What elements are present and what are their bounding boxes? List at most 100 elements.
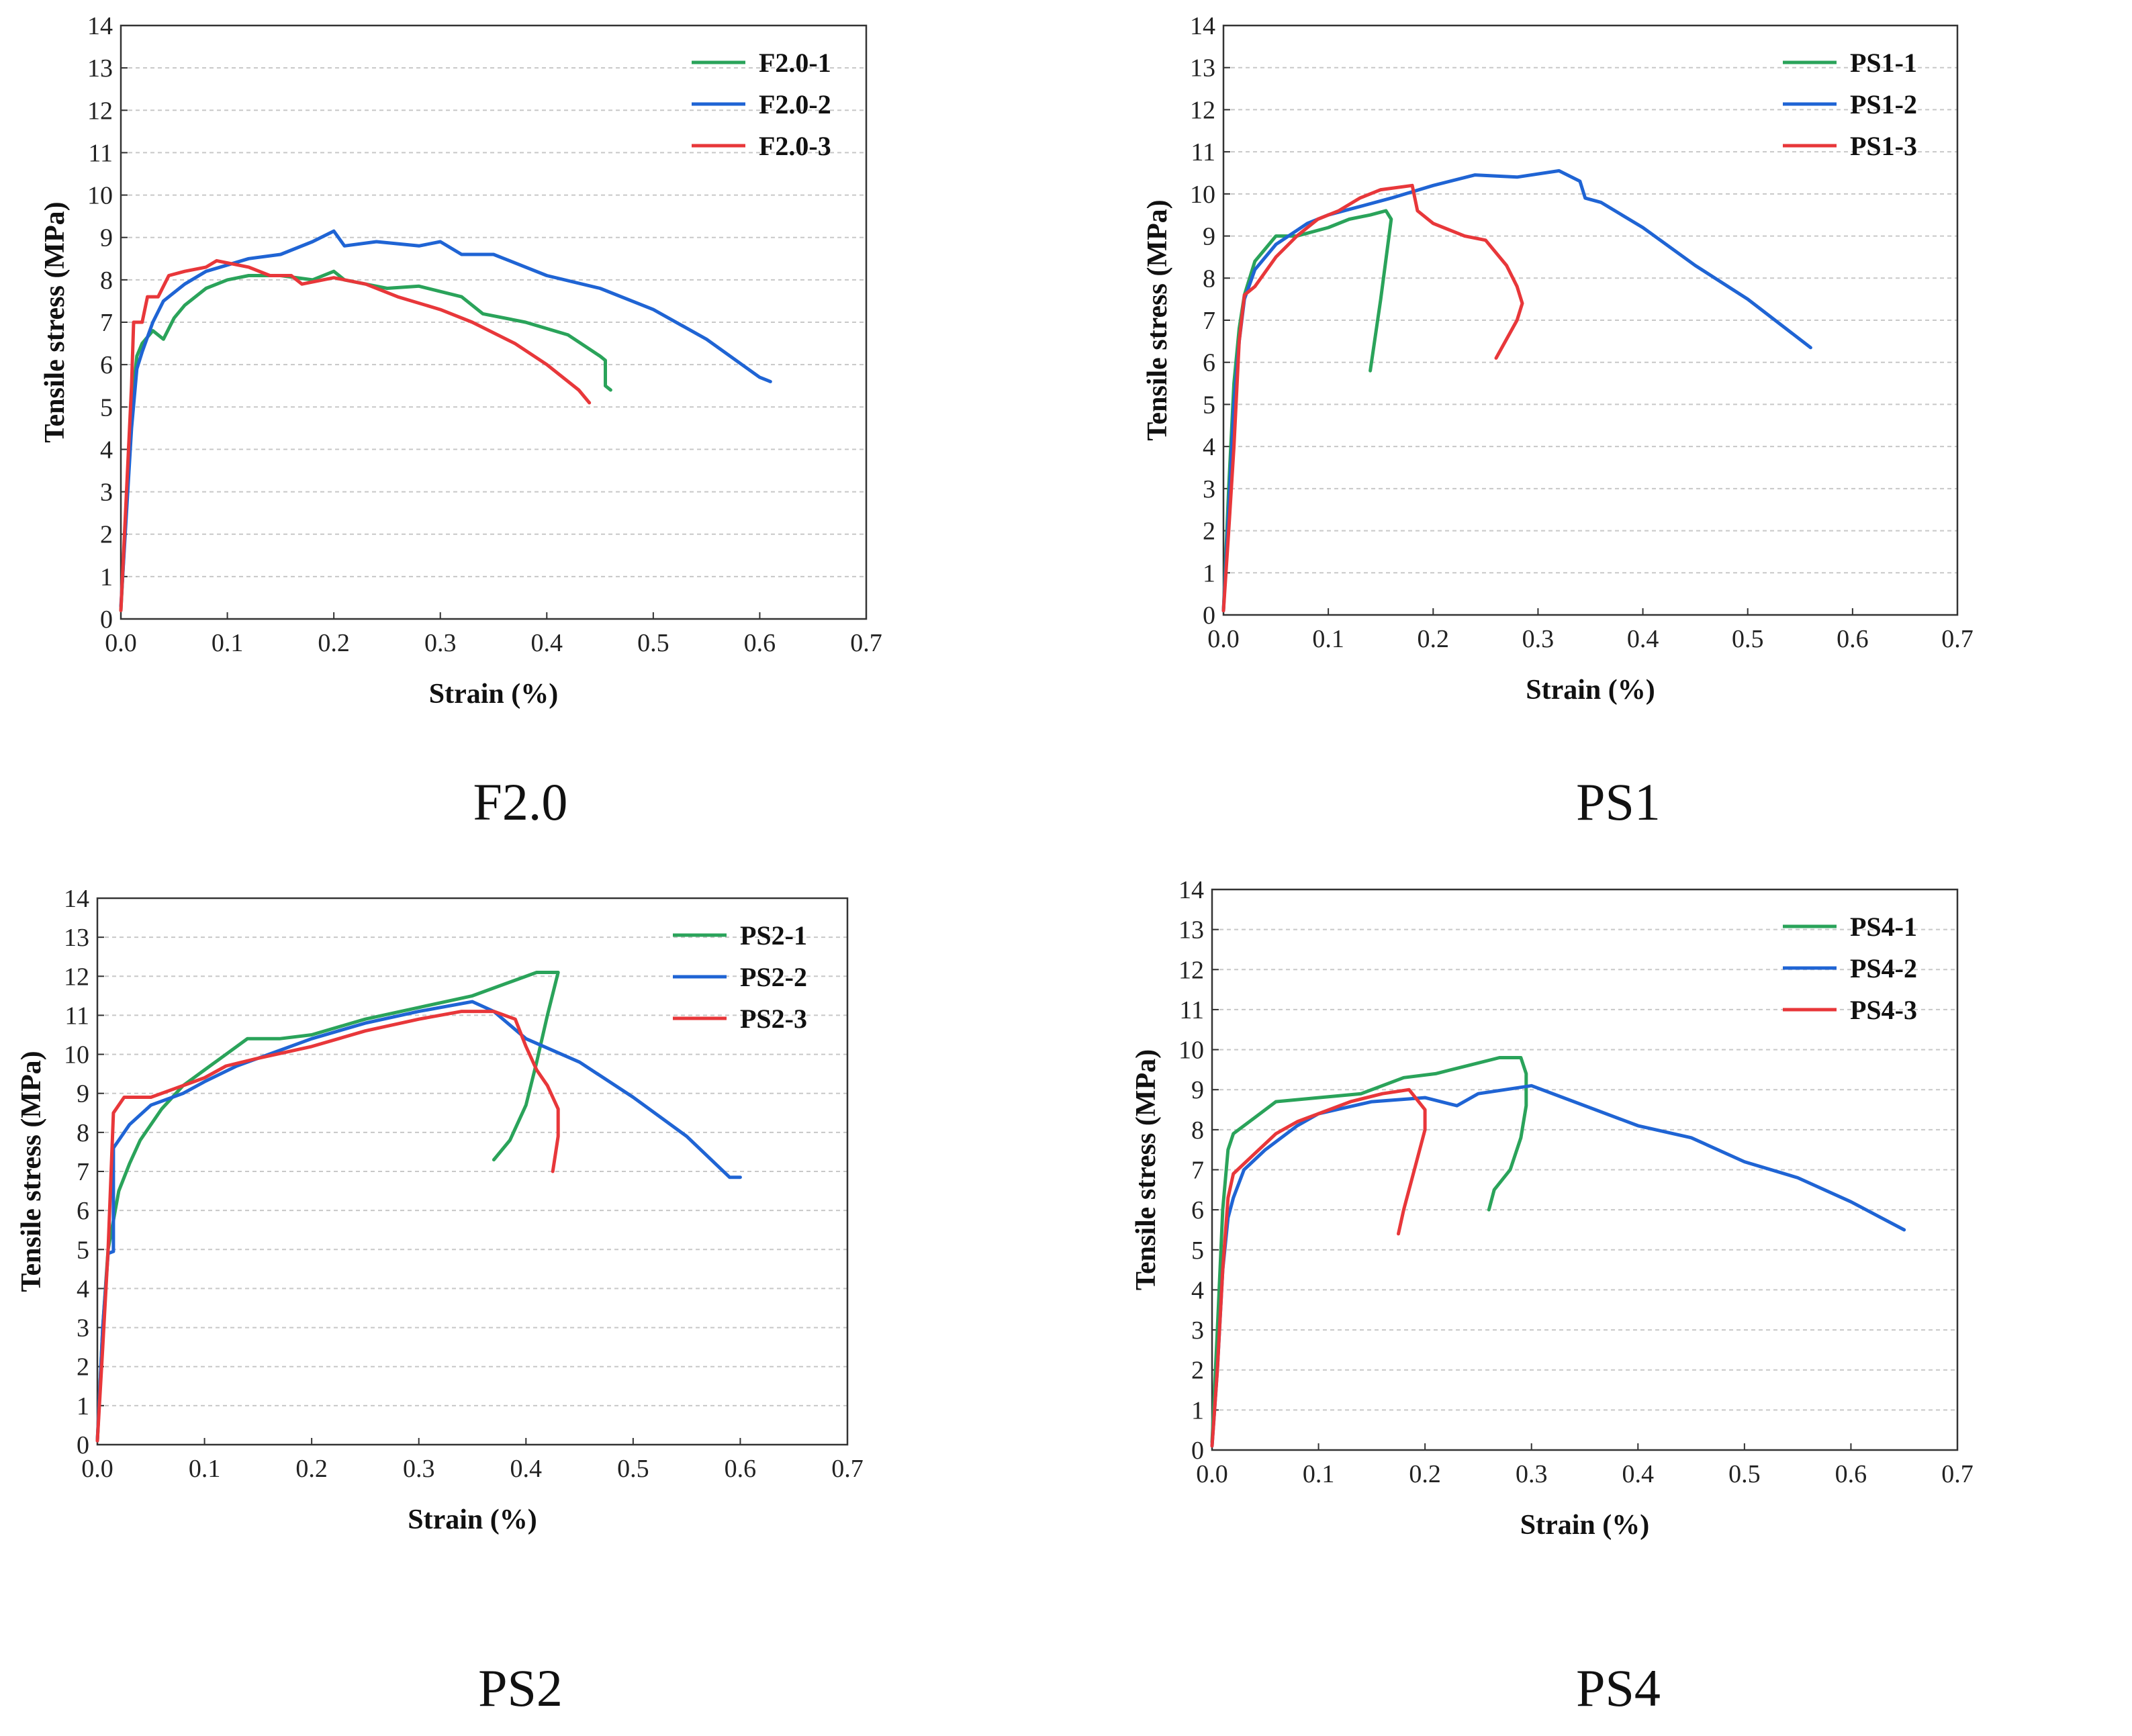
y-tick-label: 12 — [64, 963, 89, 991]
legend-label: F2.0-2 — [759, 89, 831, 119]
x-tick-label: 0.0 — [81, 1455, 113, 1483]
y-tick-label: 10 — [64, 1041, 89, 1069]
series-line-f2-0-1 — [119, 269, 612, 612]
x-axis-label: Strain (%) — [429, 679, 559, 710]
x-tick-label: 0.2 — [1418, 625, 1450, 653]
legend-label: PS4-3 — [1850, 995, 1917, 1025]
y-axis-label: Tensile stress (MPa) — [1142, 199, 1173, 440]
x-tick-label: 0.7 — [831, 1455, 864, 1483]
x-tick-label: 0.5 — [1728, 1460, 1761, 1488]
x-tick-label: 0.5 — [1732, 625, 1764, 653]
y-tick-label: 10 — [87, 182, 113, 210]
y-tick-label: 5 — [1191, 1237, 1204, 1265]
caption-ps2: PS2 — [478, 1659, 563, 1717]
series-line-ps4-3 — [1210, 1088, 1427, 1448]
x-tick-label: 0.4 — [1622, 1460, 1655, 1488]
legend-label: PS2-2 — [740, 962, 807, 992]
y-tick-label: 13 — [1178, 916, 1204, 945]
x-tick-label: 0.1 — [1303, 1460, 1335, 1488]
y-tick-label: 4 — [100, 436, 113, 464]
x-tick-label: 0.6 — [1835, 1460, 1867, 1488]
x-tick-label: 0.7 — [1941, 1460, 1974, 1488]
y-tick-label: 4 — [1191, 1276, 1204, 1304]
y-tick-label: 8 — [1203, 264, 1215, 293]
y-tick-label: 0 — [77, 1431, 89, 1459]
legend-label: PS1-1 — [1850, 48, 1917, 78]
x-tick-label: 0.0 — [1207, 625, 1240, 653]
y-tick-label: 12 — [1190, 96, 1215, 124]
legend-label: F2.0-3 — [759, 131, 831, 161]
x-axis-label: Strain (%) — [1526, 675, 1655, 706]
x-tick-label: 0.7 — [1941, 625, 1974, 653]
legend-label: PS1-2 — [1850, 89, 1917, 119]
x-tick-label: 0.7 — [850, 629, 882, 657]
caption-f2-0: F2.0 — [473, 773, 568, 831]
x-tick-label: 0.6 — [744, 629, 776, 657]
x-axis-label: Strain (%) — [408, 1504, 537, 1535]
series-line-ps1-3 — [1221, 183, 1524, 613]
x-tick-label: 0.1 — [189, 1455, 221, 1483]
x-tick-label: 0.0 — [1196, 1460, 1228, 1488]
y-tick-label: 7 — [77, 1158, 89, 1186]
y-tick-label: 6 — [1191, 1196, 1204, 1224]
y-tick-label: 14 — [1178, 876, 1204, 904]
y-tick-label: 10 — [1190, 181, 1215, 209]
y-tick-label: 11 — [64, 1002, 89, 1030]
y-axis-label: Tensile stress (MPa) — [40, 201, 71, 442]
x-tick-label: 0.4 — [1627, 625, 1659, 653]
x-tick-label: 0.2 — [318, 629, 350, 657]
y-tick-label: 4 — [77, 1275, 89, 1303]
y-tick-label: 8 — [77, 1119, 89, 1147]
y-tick-label: 13 — [87, 54, 113, 83]
y-tick-label: 1 — [100, 563, 113, 591]
y-tick-label: 5 — [77, 1236, 89, 1264]
y-tick-label: 13 — [64, 924, 89, 952]
y-tick-label: 3 — [77, 1314, 89, 1343]
y-tick-label: 6 — [1203, 349, 1215, 377]
y-tick-label: 11 — [88, 139, 113, 167]
x-tick-label: 0.5 — [637, 629, 669, 657]
y-tick-label: 9 — [1191, 1076, 1204, 1104]
legend-label: PS1-3 — [1850, 131, 1917, 161]
x-tick-label: 0.2 — [1409, 1460, 1441, 1488]
y-tick-label: 6 — [77, 1197, 89, 1225]
y-tick-label: 8 — [1191, 1116, 1204, 1145]
y-tick-label: 7 — [1191, 1157, 1204, 1185]
y-tick-label: 7 — [1203, 307, 1215, 335]
y-tick-label: 3 — [100, 479, 113, 507]
y-tick-label: 0 — [1191, 1437, 1204, 1465]
y-tick-label: 14 — [64, 885, 89, 913]
x-tick-label: 0.4 — [531, 629, 563, 657]
y-tick-label: 2 — [100, 521, 113, 549]
x-tick-label: 0.3 — [1516, 1460, 1548, 1488]
y-tick-label: 5 — [1203, 391, 1215, 419]
x-tick-label: 0.1 — [1312, 625, 1344, 653]
x-tick-label: 0.5 — [617, 1455, 649, 1483]
y-tick-label: 8 — [100, 267, 113, 295]
y-tick-label: 2 — [1191, 1357, 1204, 1385]
y-tick-label: 9 — [77, 1080, 89, 1108]
y-tick-label: 4 — [1203, 433, 1215, 461]
y-tick-label: 0 — [1203, 601, 1215, 630]
x-tick-label: 0.4 — [510, 1455, 543, 1483]
caption-ps1: PS1 — [1576, 773, 1661, 831]
series-line-f2-0-2 — [119, 229, 772, 608]
y-tick-label: 3 — [1191, 1316, 1204, 1345]
y-tick-label: 2 — [77, 1353, 89, 1382]
y-tick-label: 9 — [1203, 223, 1215, 251]
x-tick-label: 0.0 — [105, 629, 137, 657]
y-axis-label: Tensile stress (MPa) — [1131, 1049, 1162, 1290]
y-tick-label: 1 — [1191, 1396, 1204, 1425]
x-tick-label: 0.1 — [212, 629, 244, 657]
x-tick-label: 0.3 — [403, 1455, 435, 1483]
x-tick-label: 0.3 — [1522, 625, 1555, 653]
x-axis-label: Strain (%) — [1520, 1510, 1650, 1541]
series-line-ps2-1 — [95, 971, 560, 1443]
y-tick-label: 13 — [1190, 54, 1215, 83]
series-line-ps2-3 — [95, 1010, 560, 1443]
series-line-ps4-2 — [1210, 1083, 1906, 1448]
y-tick-label: 12 — [87, 97, 113, 125]
